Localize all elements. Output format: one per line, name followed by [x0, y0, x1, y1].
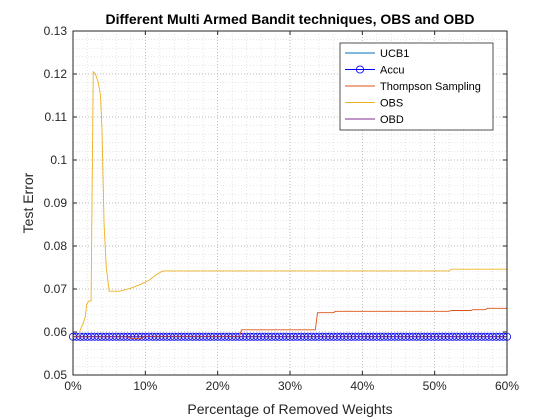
y-tick-label: 0.11: [45, 110, 68, 124]
series-line-thompson-sampling: [73, 307, 507, 339]
x-tick-label: 40%: [350, 379, 374, 393]
y-tick-label: 0.05: [44, 368, 68, 382]
legend-entry-obs: OBS: [345, 98, 403, 110]
y-tick-label: 0.1: [50, 153, 67, 167]
x-tick-label: 60%: [495, 379, 519, 393]
y-tick-label: 0.13: [44, 24, 68, 38]
y-tick-label: 0.08: [44, 239, 68, 253]
y-tick-label: 0.06: [44, 325, 68, 339]
legend-entry-ucb1: UCB1: [345, 48, 409, 60]
x-tick-label: 50%: [423, 379, 447, 393]
legend: UCB1 Accu Thompson Sampling OBS OBD: [339, 42, 494, 131]
legend-label-ucb1: UCB1: [380, 48, 409, 60]
y-tick-label: 0.12: [44, 67, 68, 81]
legend-entry-accu: Accu: [345, 65, 404, 77]
y-tick-label: 0.09: [44, 196, 68, 210]
legend-entry-thompson-sampling: Thompson Sampling: [345, 81, 481, 93]
legend-label-accu: Accu: [380, 65, 404, 77]
x-tick-label: 20%: [206, 379, 230, 393]
series-thompson-sampling: [73, 307, 507, 339]
legend-entry-obd: OBD: [345, 114, 404, 126]
legend-label-obd: OBD: [380, 114, 404, 126]
legend-label-thompson-sampling: Thompson Sampling: [380, 81, 481, 93]
chart-title: Different Multi Armed Bandit techniques,…: [106, 11, 475, 27]
legend-label-obs: OBS: [380, 98, 403, 110]
x-tick-label: 30%: [278, 379, 302, 393]
legend-marker-accu: [355, 65, 365, 74]
x-axis-title: Percentage of Removed Weights: [187, 401, 392, 417]
y-tick-label: 0.07: [44, 282, 68, 296]
series-obs: [73, 70, 507, 338]
y-axis-title: Test Error: [20, 172, 36, 233]
x-tick-label: 10%: [133, 379, 157, 393]
series-line-obs: [73, 70, 507, 338]
x-tick-label: 0%: [64, 379, 82, 393]
